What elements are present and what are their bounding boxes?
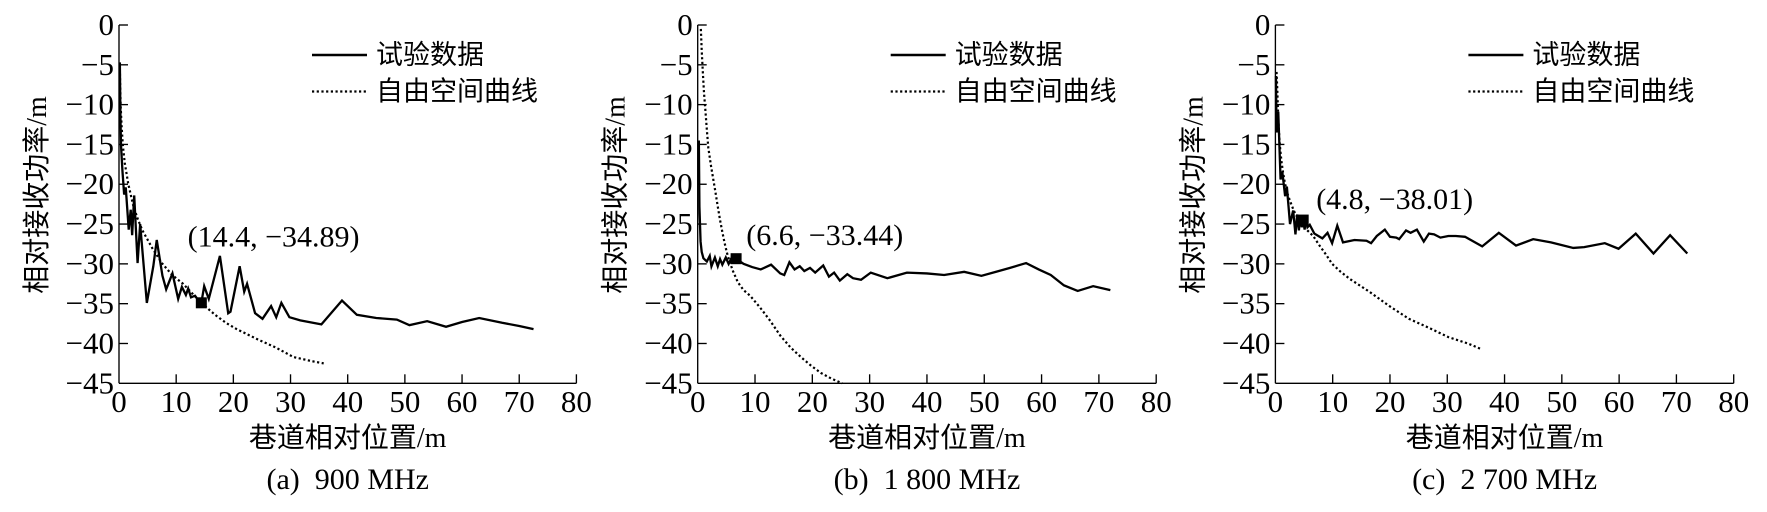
measured-data-curve xyxy=(1274,75,1689,256)
y-tick-label: −20 xyxy=(644,166,692,201)
y-tick-label: −35 xyxy=(1222,286,1270,321)
y-tick-label: −40 xyxy=(66,325,114,360)
x-tick-label: 70 xyxy=(1083,384,1114,419)
legend-label-freespace: 自由空间曲线 xyxy=(376,77,538,107)
panel-caption: (b) 1 800 MHz xyxy=(834,463,1021,496)
free-space-curve xyxy=(699,28,843,385)
y-tick-label: −40 xyxy=(644,325,692,360)
x-tick-label: 70 xyxy=(504,384,535,419)
x-tick-label: 50 xyxy=(389,384,420,419)
x-tick-label: 60 xyxy=(1604,384,1635,419)
y-tick-label: −10 xyxy=(644,87,692,122)
x-tick-label: 40 xyxy=(911,384,942,419)
free-space-curve xyxy=(118,68,324,365)
y-tick-label: −15 xyxy=(1222,126,1270,161)
x-tick-label: 20 xyxy=(1374,384,1405,419)
y-tick-label: −5 xyxy=(1237,47,1270,82)
y-tick-label: 0 xyxy=(99,7,115,42)
breakpoint-annotation: (6.6, −33.44) xyxy=(746,219,903,252)
legend-label-measured: 试验数据 xyxy=(955,40,1063,70)
measured-data-curve xyxy=(697,140,1111,293)
x-tick-label: 60 xyxy=(447,384,478,419)
x-tick-label: 0 xyxy=(1268,384,1284,419)
legend-label-measured: 试验数据 xyxy=(1532,40,1640,70)
x-tick-label: 0 xyxy=(690,384,706,419)
breakpoint-annotation: (4.8, −38.01) xyxy=(1316,183,1473,216)
y-tick-label: −30 xyxy=(1222,246,1270,281)
x-tick-label: 50 xyxy=(1546,384,1577,419)
x-tick-label: 10 xyxy=(740,384,771,419)
x-axis-title: 巷道相对位置/m xyxy=(828,422,1026,454)
legend-label-freespace: 自由空间曲线 xyxy=(1532,77,1694,107)
y-tick-label: −35 xyxy=(66,286,114,321)
y-tick-label: −10 xyxy=(1222,87,1270,122)
breakpoint-annotation: (14.4, −34.89) xyxy=(188,220,360,253)
x-tick-label: 30 xyxy=(854,384,885,419)
panel-a: 0 10 20 30 40 50 60 70 80 0 −5 −10 −15 −20 −25 −30 −35 −4… xyxy=(21,7,592,496)
y-tick-label: −5 xyxy=(81,47,114,82)
x-tick-label: 40 xyxy=(332,384,363,419)
y-tick-label: −35 xyxy=(644,286,692,321)
y-tick-label: −25 xyxy=(1222,206,1270,241)
y-tick-label: −10 xyxy=(66,87,114,122)
x-tick-label: 40 xyxy=(1489,384,1520,419)
x-tick-label: 60 xyxy=(1026,384,1057,419)
x-tick-label: 30 xyxy=(1432,384,1463,419)
breakpoint-marker xyxy=(1297,214,1309,226)
x-tick-label: 70 xyxy=(1661,384,1692,419)
y-tick-label: −30 xyxy=(66,246,114,281)
legend-label-freespace: 自由空间曲线 xyxy=(955,77,1117,107)
x-tick-label: 10 xyxy=(1317,384,1348,419)
y-tick-label: −45 xyxy=(1222,365,1270,400)
x-tick-label: 30 xyxy=(275,384,306,419)
y-tick-label: −25 xyxy=(644,206,692,241)
y-tick-label: 0 xyxy=(677,7,693,42)
x-axis-title: 巷道相对位置/m xyxy=(1406,422,1604,454)
y-tick-label: −30 xyxy=(644,246,692,281)
y-tick-label: −15 xyxy=(644,126,692,161)
panel-b: 0 10 20 30 40 50 60 70 80 0 −5 −10 −15 −20 −25 −30 −35 −4… xyxy=(600,7,1172,496)
legend-label-measured: 试验数据 xyxy=(376,40,484,70)
measured-data-curve xyxy=(118,62,534,331)
y-tick-label: −45 xyxy=(644,365,692,400)
y-axis-title: 相对接收功率/m xyxy=(21,96,53,294)
y-tick-label: −15 xyxy=(66,126,114,161)
x-tick-label: 10 xyxy=(161,384,192,419)
breakpoint-marker xyxy=(195,297,207,309)
breakpoint-marker xyxy=(730,253,742,265)
y-tick-label: 0 xyxy=(1255,7,1271,42)
y-tick-label: −45 xyxy=(66,365,114,400)
x-tick-label: 80 xyxy=(1718,384,1749,419)
panel-c: 0 10 20 30 40 50 60 70 80 0 −5 −10 −15 −20 −25 −30 −35 −4… xyxy=(1177,7,1749,496)
x-tick-label: 80 xyxy=(1141,384,1172,419)
y-tick-label: −20 xyxy=(66,166,114,201)
y-axis-title: 相对接收功率/m xyxy=(1177,96,1209,294)
panel-caption: (c) 2 700 MHz xyxy=(1412,463,1597,496)
y-tick-label: −40 xyxy=(1222,325,1270,360)
x-tick-label: 50 xyxy=(969,384,1000,419)
y-tick-label: −20 xyxy=(1222,166,1270,201)
panel-caption: (a) 900 MHz xyxy=(266,463,428,496)
y-tick-label: −5 xyxy=(660,47,693,82)
x-axis-title: 巷道相对位置/m xyxy=(249,422,447,454)
x-tick-label: 20 xyxy=(797,384,828,419)
y-tick-label: −25 xyxy=(66,206,114,241)
free-space-curve xyxy=(1275,71,1482,351)
y-axis-title: 相对接收功率/m xyxy=(600,96,632,294)
x-tick-label: 80 xyxy=(561,384,592,419)
x-tick-label: 0 xyxy=(111,384,127,419)
x-tick-label: 20 xyxy=(218,384,249,419)
